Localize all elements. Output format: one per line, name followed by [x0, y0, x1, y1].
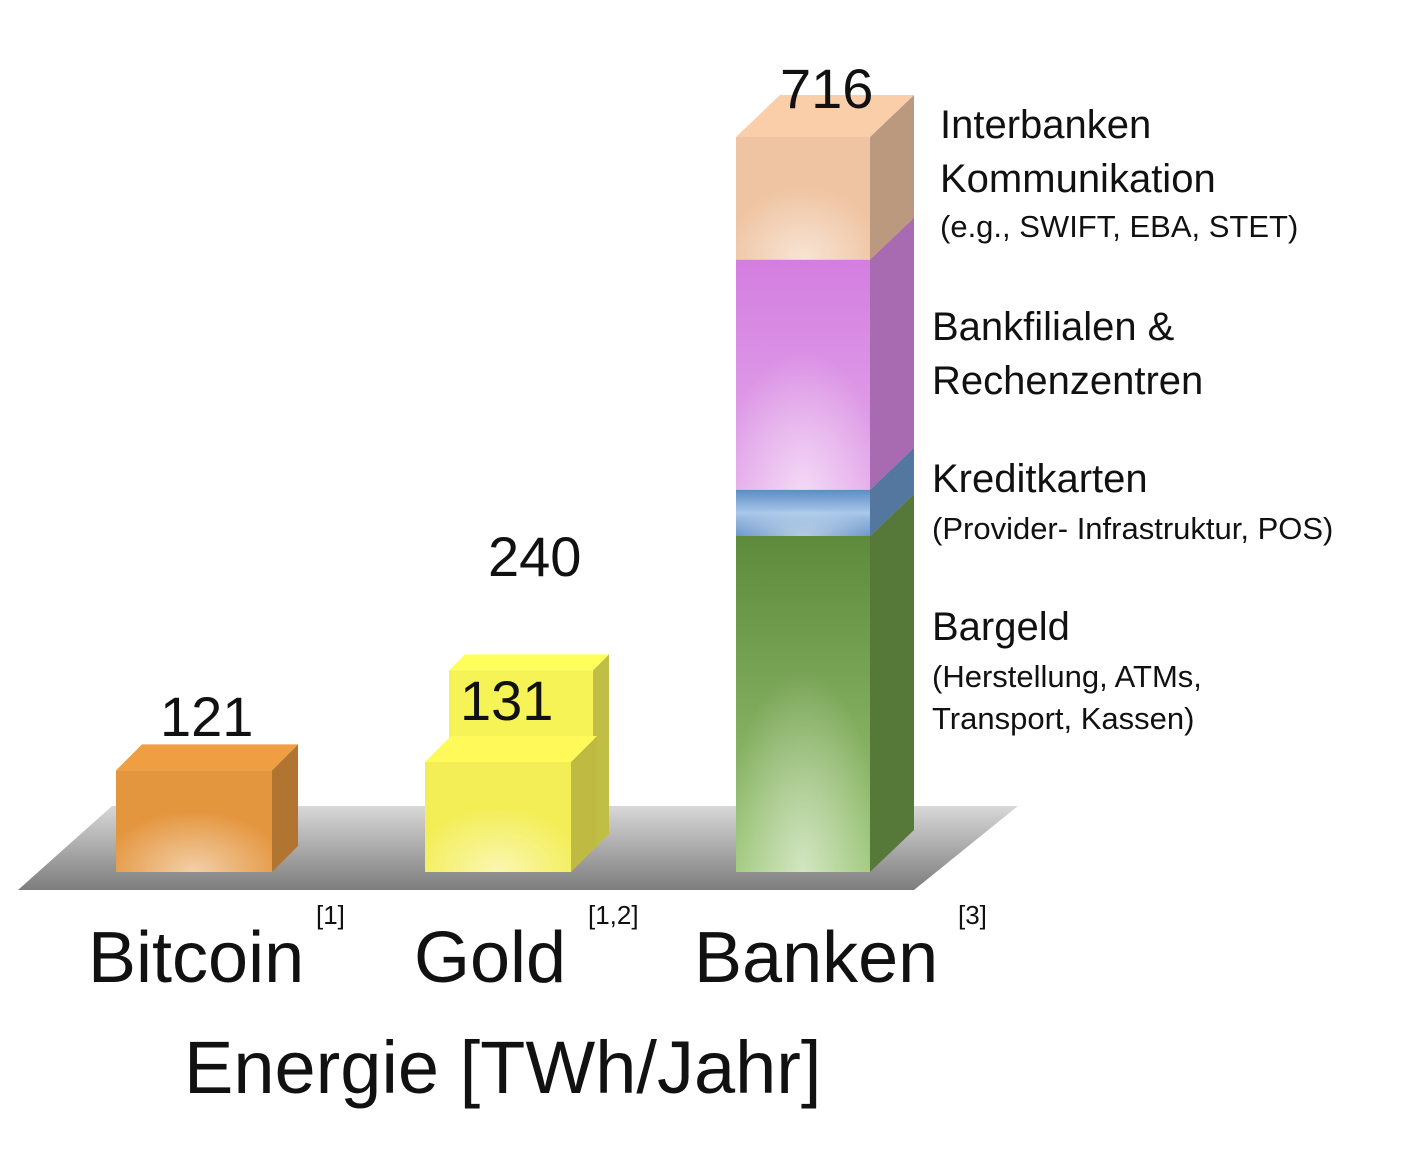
bar-gold-top: [425, 735, 597, 762]
legend-cash-label: Bargeld: [932, 605, 1070, 649]
bar-banken-bargeld-side: [870, 494, 914, 872]
bar-banken-filialen-side: [870, 217, 914, 490]
category-label-banken: Banken: [694, 918, 939, 998]
bar-banken-bargeld-glow: [736, 536, 870, 872]
category-label-bitcoin: Bitcoin: [88, 918, 305, 998]
legend-cash-detail1: (Herstellung, ATMs,: [932, 659, 1202, 694]
bar-banken-kreditkarten-side: [870, 447, 914, 536]
value-label-gold-total: 240: [488, 525, 582, 588]
legend-branches-line2: Rechenzentren: [932, 359, 1204, 403]
x-axis-title: Energie [TWh/Jahr]: [184, 1026, 822, 1109]
category-ref-bitcoin: [1]: [316, 900, 345, 930]
legend-branches-line1: Bankfilialen &: [932, 305, 1175, 349]
category-ref-gold: [1,2]: [588, 900, 639, 930]
legend-cash-detail2: Transport, Kassen): [932, 701, 1195, 736]
bar-bitcoin-top: [116, 744, 298, 771]
legend-cards-label: Kreditkarten: [932, 457, 1148, 501]
bar-banken-kreditkarten-glow: [736, 489, 870, 536]
bar-banken-interbanken-glow: [736, 137, 870, 260]
bar-banken-filialen-glow: [736, 259, 870, 490]
legend-interbank-detail: (e.g., SWIFT, EBA, STET): [940, 209, 1299, 244]
bar-gold-glow: [425, 761, 571, 872]
bar-bitcoin-glow: [116, 770, 272, 872]
bar-bitcoin-side: [272, 744, 298, 872]
category-label-gold: Gold: [414, 918, 567, 998]
bar-gold-range-top: [449, 654, 609, 671]
value-label-banken: 716: [780, 57, 874, 120]
legend-cards-detail: (Provider- Infrastruktur, POS): [932, 511, 1334, 546]
bar-banken-interbanken-side: [870, 95, 914, 260]
legend-interbank-line2: Kommunikation: [940, 157, 1216, 201]
bar-gold-side: [571, 735, 597, 872]
bar-banken-interbanken-top: [736, 95, 914, 137]
value-label-gold-low: 131: [460, 669, 554, 732]
legend-interbank-line1: Interbanken: [940, 103, 1152, 147]
category-ref-banken: [3]: [958, 900, 987, 930]
value-label-bitcoin: 121: [160, 685, 254, 748]
